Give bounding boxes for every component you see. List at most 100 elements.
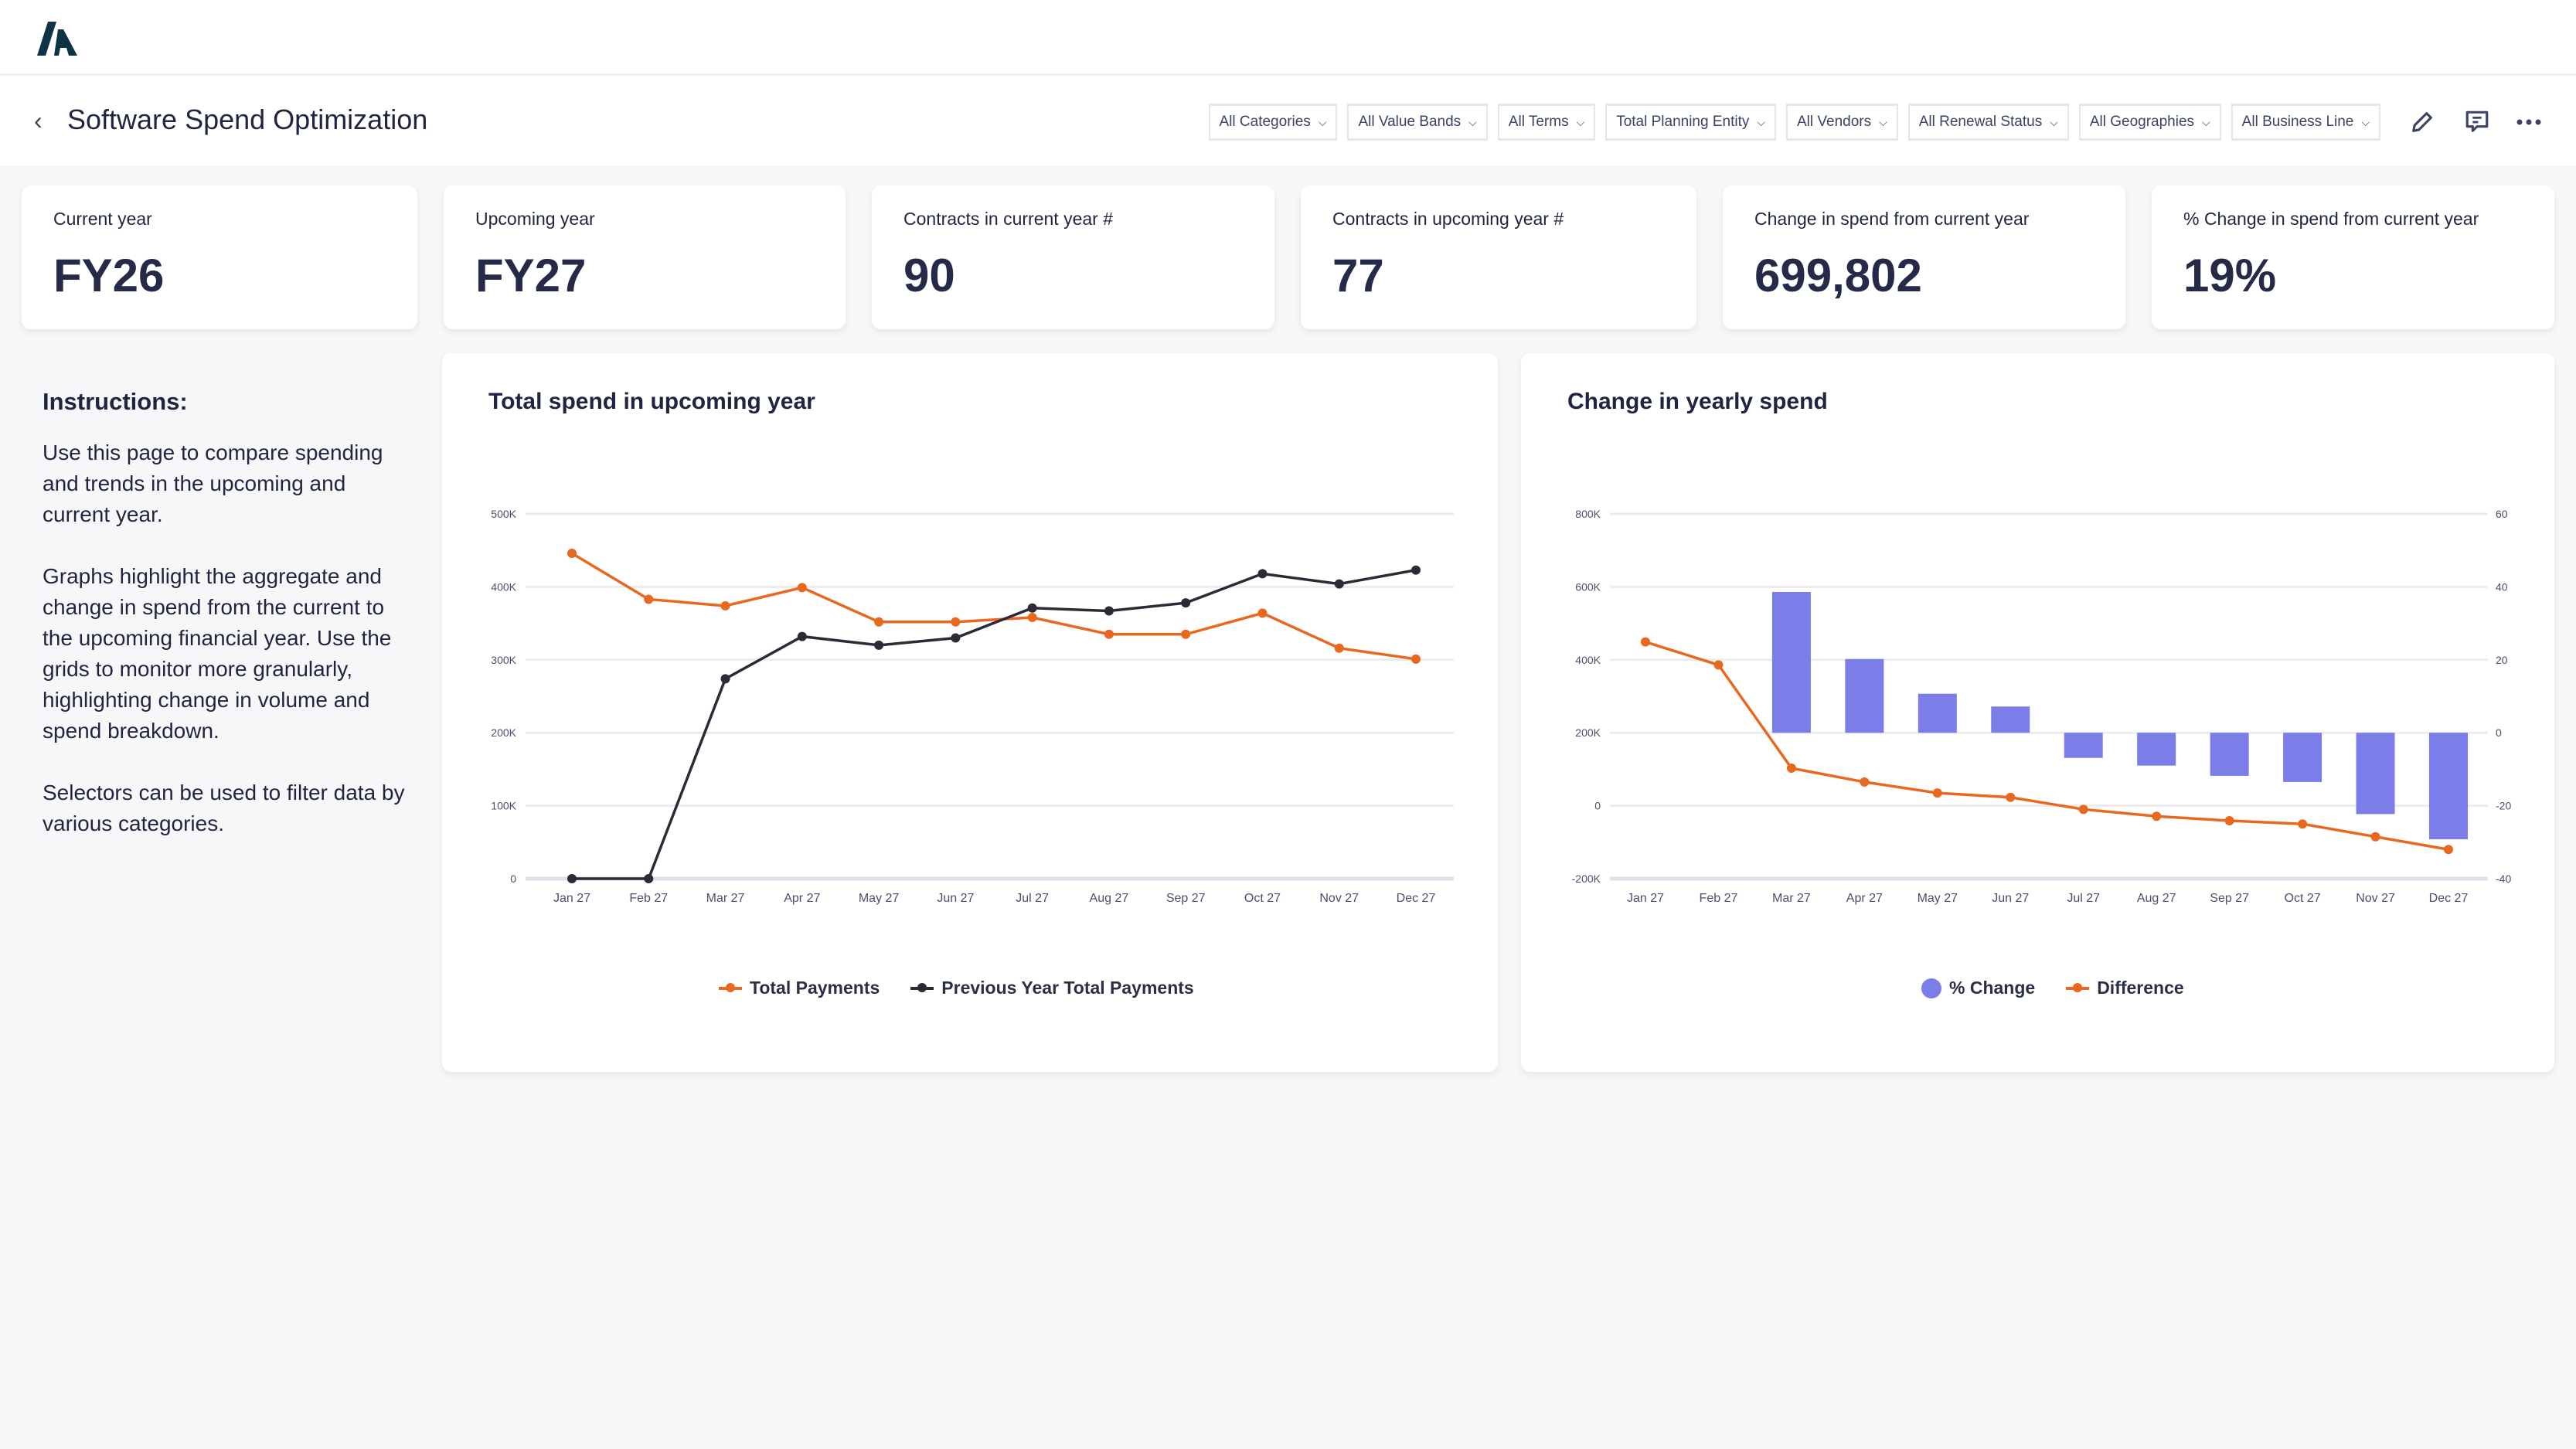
legend-item-pct-change[interactable]: % Change [1921, 978, 2035, 998]
x-tick-label: Jan 27 [553, 892, 590, 905]
x-tick-label: Nov 27 [1319, 892, 1359, 905]
kpi-contracts-current: Contracts in current year # 90 [872, 185, 1274, 329]
data-point [1713, 660, 1724, 670]
chevron-down-icon: ⌵ [2361, 115, 2370, 128]
kpi-label: % Change in spend from current year [2183, 209, 2479, 229]
data-point [2444, 845, 2453, 855]
x-tick-label: Apr 27 [784, 892, 820, 905]
chart-card-yearly-change: -200K 0 200K 400K 600K 800K -40 -20 0 20 40 60 Jan 2… [1521, 353, 2554, 1072]
x-tick-label: Mar 27 [1772, 892, 1811, 905]
legend-marker-icon [2066, 982, 2090, 992]
data-point [567, 548, 577, 558]
chart-title: Change in yearly spend [1567, 389, 1828, 414]
filter-label: All Terms [1508, 114, 1569, 130]
filter-business-line[interactable]: All Business Line ⌵ [2231, 104, 2380, 141]
x-tick-label: Dec 27 [1397, 892, 1436, 905]
data-point [1181, 598, 1191, 608]
data-point [1786, 763, 1796, 773]
x-tick-label: Oct 27 [1244, 892, 1281, 905]
y-tick-label: -200K [1572, 872, 1601, 885]
y2-tick-label: 40 [2496, 580, 2508, 593]
filter-label: Total Planning Entity [1616, 114, 1750, 130]
y2-tick-label: -20 [2496, 800, 2511, 812]
page-header: ‹ Software Spend Optimization All Catego… [0, 76, 2576, 166]
filter-label: All Business Line [2241, 114, 2354, 130]
instructions-heading: Instructions: [43, 388, 188, 415]
kpi-value: 19% [2183, 250, 2277, 301]
filter-label: All Renewal Status [1918, 114, 2043, 130]
x-tick-label: Jul 27 [2067, 892, 2100, 905]
y-tick-label: 0 [1594, 800, 1601, 812]
legend-marker-icon [910, 982, 934, 992]
data-point [797, 631, 807, 641]
legend-marker-icon [719, 982, 742, 992]
filter-label: All Value Bands [1358, 114, 1462, 130]
y-tick-label: 800K [1575, 508, 1601, 520]
y-tick-label: 600K [1575, 580, 1601, 593]
x-tick-label: Feb 27 [629, 892, 668, 905]
instructions-panel: Instructions: Use this page to compare s… [43, 386, 406, 870]
legend-item-total-payments[interactable]: Total Payments [719, 978, 880, 998]
x-tick-label: Nov 27 [2356, 892, 2395, 905]
legend-label: Difference [2097, 978, 2184, 998]
filter-vendors[interactable]: All Vendors ⌵ [1786, 104, 1898, 141]
data-point [1860, 777, 1870, 787]
filter-categories[interactable]: All Categories ⌵ [1208, 104, 1338, 141]
chevron-down-icon: ⌵ [1468, 115, 1477, 128]
instructions-paragraph: Graphs highlight the aggregate and chang… [43, 564, 392, 743]
y-tick-label: 400K [1575, 654, 1601, 666]
bar [2356, 733, 2395, 815]
data-point [1027, 613, 1037, 623]
data-point [1641, 637, 1650, 647]
more-icon[interactable] [2513, 107, 2544, 138]
filter-bar: All Categories ⌵ All Value Bands ⌵ All Ter… [1208, 104, 2380, 141]
data-point [1411, 565, 1421, 575]
kpi-value: FY27 [475, 250, 587, 301]
y2-tick-label: 0 [2496, 726, 2502, 739]
bar [1845, 658, 1884, 733]
series-line [1645, 641, 2449, 851]
data-point [1104, 629, 1114, 639]
bar [1771, 592, 1811, 733]
top-bar [0, 0, 2576, 76]
bar [2283, 733, 2322, 782]
chevron-down-icon: ⌵ [2050, 115, 2058, 128]
legend-item-difference[interactable]: Difference [2066, 978, 2184, 998]
kpi-label: Contracts in upcoming year # [1332, 209, 1564, 229]
data-point [1334, 579, 1344, 589]
x-tick-label: Aug 27 [1090, 892, 1129, 905]
x-tick-label: Mar 27 [706, 892, 745, 905]
bar [2210, 733, 2249, 776]
filter-planning-entity[interactable]: Total Planning Entity ⌵ [1605, 104, 1776, 141]
pencil-icon[interactable] [2407, 107, 2438, 138]
kpi-current-year: Current year FY26 [22, 185, 417, 329]
comment-icon[interactable] [2462, 107, 2493, 138]
filter-terms[interactable]: All Terms ⌵ [1497, 104, 1596, 141]
data-point [720, 674, 730, 684]
chart-title: Total spend in upcoming year [488, 389, 815, 414]
y-tick-label: 200K [491, 726, 516, 739]
page-title: Software Spend Optimization [67, 104, 428, 135]
kpi-pct-change-spend: % Change in spend from current year 19% [2152, 185, 2554, 329]
yearly-change-chart: -200K 0 200K 400K 600K 800K -40 -20 0 20 40 60 Jan 2… [1572, 508, 2512, 905]
kpi-label: Change in spend from current year [1754, 209, 2030, 229]
data-point [1411, 654, 1421, 664]
filter-geographies[interactable]: All Geographies ⌵ [2078, 104, 2221, 141]
data-point [874, 640, 884, 650]
x-tick-label: Feb 27 [1700, 892, 1738, 905]
kpi-contracts-upcoming: Contracts in upcoming year # 77 [1301, 185, 1696, 329]
x-tick-label: Apr 27 [1846, 892, 1883, 905]
chart-legend: % Change Difference [1921, 978, 2184, 998]
back-chevron-icon[interactable]: ‹ [34, 107, 43, 134]
x-tick-label: Jul 27 [1016, 892, 1049, 905]
y-tick-label: 200K [1575, 726, 1601, 739]
filter-value-bands[interactable]: All Value Bands ⌵ [1347, 104, 1488, 141]
app-logo[interactable] [37, 22, 77, 56]
bar [1918, 693, 1957, 733]
y2-tick-label: 60 [2496, 508, 2508, 520]
filter-renewal-status[interactable]: All Renewal Status ⌵ [1907, 104, 2069, 141]
legend-item-previous-year[interactable]: Previous Year Total Payments [910, 978, 1194, 998]
data-point [1027, 603, 1037, 613]
x-tick-label: Jun 27 [1992, 892, 2029, 905]
data-point [2006, 792, 2016, 802]
